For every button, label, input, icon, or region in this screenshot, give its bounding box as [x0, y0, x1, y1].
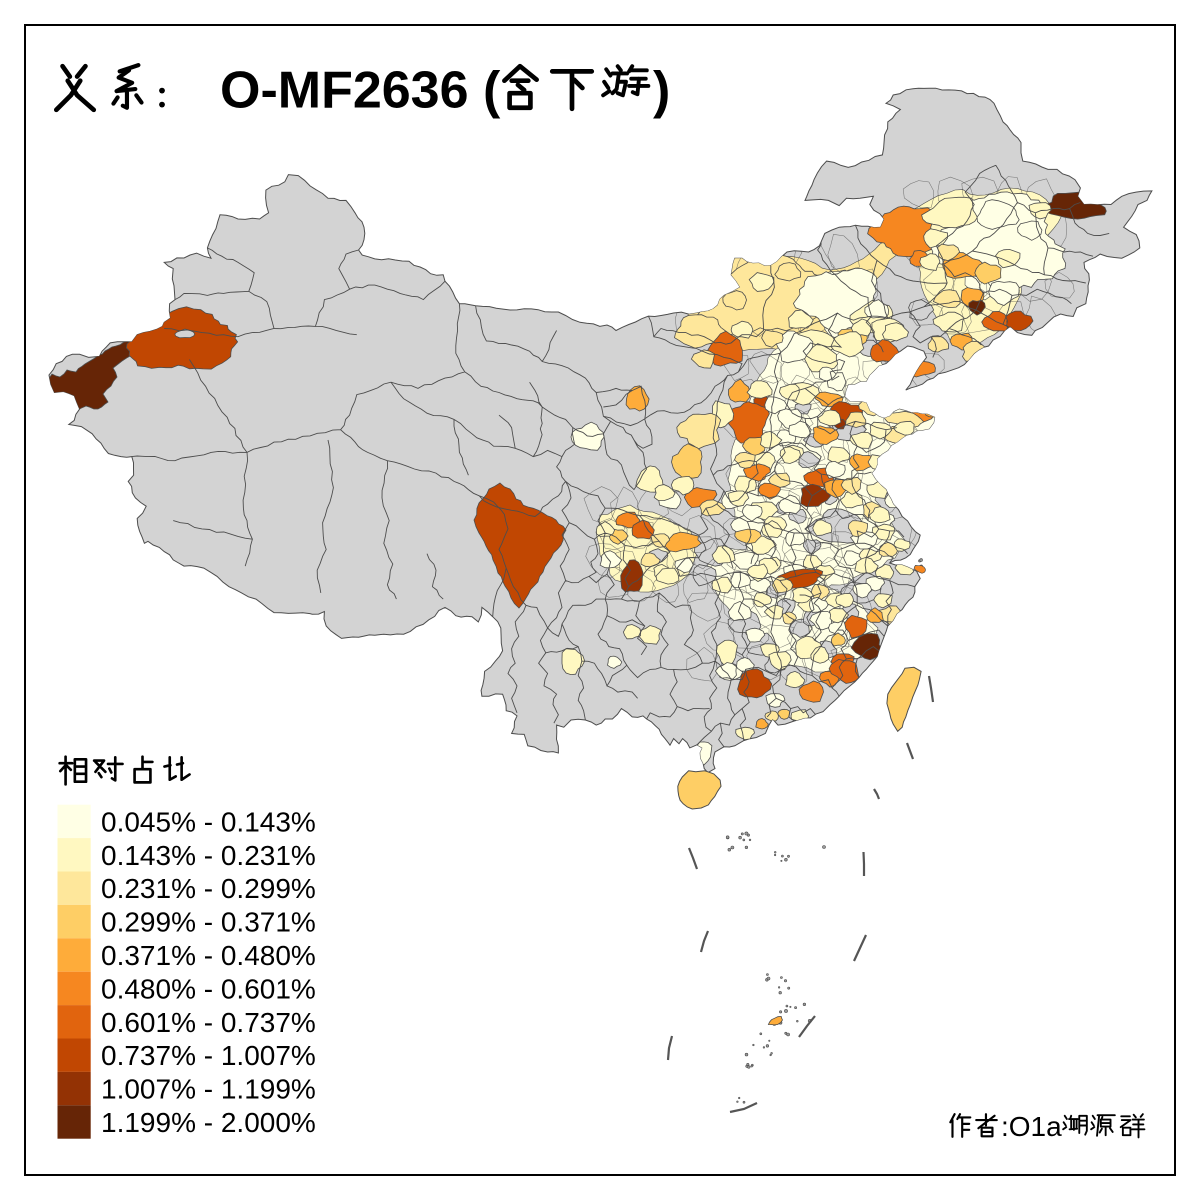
svg-text:0.045% - 0.143%: 0.045% - 0.143%: [101, 806, 316, 837]
svg-text::O1a: :O1a: [1001, 1111, 1062, 1142]
svg-text:O-MF2636 (: O-MF2636 (: [220, 62, 501, 120]
svg-text:0.480% - 0.601%: 0.480% - 0.601%: [101, 973, 316, 1004]
svg-text:0.231% - 0.299%: 0.231% - 0.299%: [101, 873, 316, 904]
svg-text:0.601% - 0.737%: 0.601% - 0.737%: [101, 1007, 316, 1038]
svg-text:0.299% - 0.371%: 0.299% - 0.371%: [101, 907, 316, 938]
svg-text:1.007% - 1.199%: 1.007% - 1.199%: [101, 1074, 316, 1105]
svg-text:): ): [653, 62, 670, 120]
svg-text:0.143% - 0.231%: 0.143% - 0.231%: [101, 840, 316, 871]
svg-text:0.371% - 0.480%: 0.371% - 0.480%: [101, 940, 316, 971]
svg-text:1.199% - 2.000%: 1.199% - 2.000%: [101, 1107, 316, 1138]
svg-text:0.737% - 1.007%: 0.737% - 1.007%: [101, 1040, 316, 1071]
